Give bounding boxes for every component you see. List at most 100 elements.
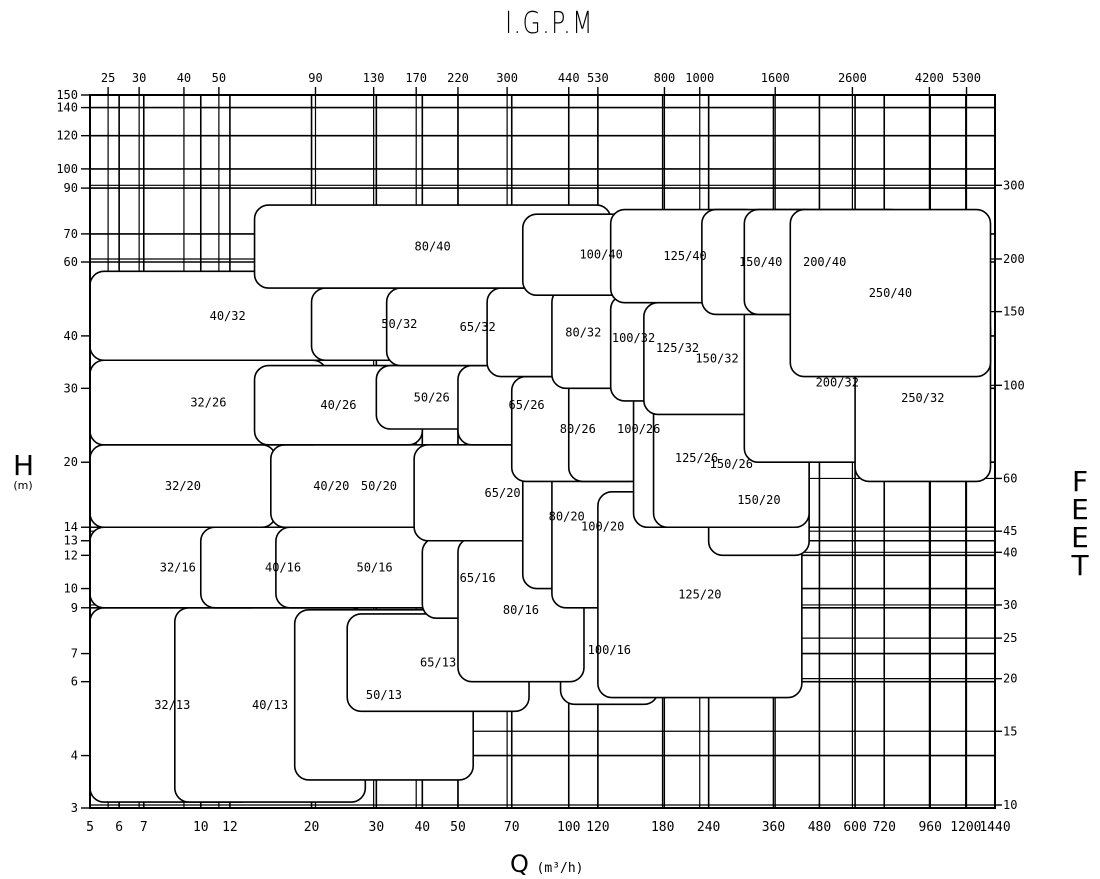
pump-label: 50/20 [361, 479, 397, 493]
pump-label: 150/40 [739, 255, 782, 269]
x-tick-label: 6 [115, 820, 123, 835]
right-tick-label: 40 [1003, 545, 1017, 559]
y-tick-label: 10 [64, 582, 78, 596]
top-tick-label: 5300 [952, 71, 981, 85]
x-tick-label: 5 [86, 820, 94, 835]
pump-label: 150/20 [737, 493, 780, 507]
pump-label: 32/26 [190, 396, 226, 410]
pump-label: 65/26 [509, 398, 545, 412]
pump-label: 100/20 [581, 519, 624, 533]
pump-label: 100/16 [588, 643, 631, 657]
pump-label: 40/13 [252, 698, 288, 712]
right-tick-label: 10 [1003, 798, 1017, 812]
pump-label: 65/32 [460, 320, 496, 334]
right-tick-label: 25 [1003, 631, 1017, 645]
y-tick-label: 14 [64, 520, 78, 534]
pump-label: 40/32 [210, 309, 246, 323]
pump-region [789, 208, 992, 378]
y-tick-label: 40 [64, 329, 78, 343]
y-tick-label: 6 [71, 675, 78, 689]
pump-label: 65/13 [420, 656, 456, 670]
y-tick-label: 90 [64, 181, 78, 195]
top-tick-label: 30 [132, 71, 146, 85]
pump-label: 125/20 [678, 588, 721, 602]
pump-label: 65/20 [485, 486, 521, 500]
pump-label: 50/32 [381, 317, 417, 331]
chart-title: I.G.P.M [505, 6, 595, 41]
plot-frame [89, 94, 996, 809]
pump-label: 50/13 [366, 688, 402, 702]
x-tick-label: 12 [222, 820, 238, 835]
x-tick-label: 360 [762, 820, 785, 835]
y-tick-label: 70 [64, 227, 78, 241]
right-tick-label: 20 [1003, 672, 1017, 686]
pump-label: 100/32 [612, 331, 655, 345]
top-tick-label: 170 [405, 71, 427, 85]
top-tick-label: 800 [654, 71, 676, 85]
y-tick-label: 12 [64, 548, 78, 562]
top-tick-label: 130 [363, 71, 385, 85]
top-tick-label: 220 [447, 71, 469, 85]
right-tick-label: 200 [1003, 252, 1025, 266]
x-tick-label: 240 [697, 820, 720, 835]
pump-label: 150/26 [710, 457, 753, 471]
y-tick-label: 150 [56, 88, 78, 102]
y-tick-label: 30 [64, 381, 78, 395]
right-tick-label: 60 [1003, 471, 1017, 485]
top-tick-label: 50 [212, 71, 226, 85]
y-tick-label: 3 [71, 801, 78, 815]
x-tick-label: 10 [193, 820, 209, 835]
top-tick-label: 440 [558, 71, 580, 85]
x-tick-label: 120 [586, 820, 609, 835]
pump-label: 125/32 [656, 341, 699, 355]
y-tick-label: 7 [71, 647, 78, 661]
right-tick-label: 300 [1003, 178, 1025, 192]
pump-labels: 32/13 40/13 50/13 65/13 100/16 32/16 40/16 50/1… [154, 240, 944, 712]
pump-label: 65/16 [460, 571, 496, 585]
pump-label: 250/40 [869, 286, 912, 300]
pump-label: 125/40 [663, 249, 706, 263]
top-tick-label: 1000 [685, 71, 714, 85]
x-tick-label: 180 [651, 820, 674, 835]
top-tick-label: 40 [177, 71, 191, 85]
pump-label: 50/26 [414, 390, 450, 404]
pump-label: 250/32 [901, 391, 944, 405]
pump-label: 80/16 [503, 603, 539, 617]
x-tick-label: 50 [450, 820, 466, 835]
x-tick-label: 30 [369, 820, 385, 835]
x-tick-label: 20 [304, 820, 320, 835]
pump-label: 40/20 [313, 479, 349, 493]
axis-labels: 5 6 7 10 12 20 30 40 50 70 100 120 180 240 360 480 600 72… [56, 71, 1024, 835]
pump-label: 100/40 [579, 248, 622, 262]
top-tick-label: 25 [101, 71, 115, 85]
x-tick-label: 100 [557, 820, 580, 835]
top-tick-label: 300 [496, 71, 518, 85]
pump-regions [89, 204, 992, 803]
y-axis-label: H [13, 449, 35, 482]
x-axis-unit: (m³/h) [536, 861, 584, 876]
x-tick-label: 600 [843, 820, 866, 835]
y-tick-label: 60 [64, 255, 78, 269]
pump-label: 32/13 [154, 698, 190, 712]
pump-label: 200/32 [816, 375, 859, 389]
pump-label: 125/26 [675, 451, 718, 465]
right-tick-label: 150 [1003, 305, 1025, 319]
top-tick-label: 2600 [838, 71, 867, 85]
x-tick-label: 1200 [950, 820, 981, 835]
right-axis-title: FEET [1071, 465, 1089, 582]
x-tick-label: 7 [140, 820, 148, 835]
pump-label: 50/16 [356, 561, 392, 575]
y-tick-label: 120 [56, 129, 78, 143]
pump-label: 80/20 [549, 510, 585, 524]
x-axis-label: Q [510, 850, 529, 878]
pump-label: 80/40 [415, 240, 451, 254]
y-tick-label: 4 [71, 749, 78, 763]
y-tick-label: 9 [71, 601, 78, 615]
pump-label: 32/20 [165, 479, 201, 493]
x-axis-title: Q (m³/h) [510, 850, 584, 878]
right-tick-label: 45 [1003, 524, 1017, 538]
x-tick-label: 720 [872, 820, 895, 835]
pump-label: 32/16 [160, 561, 196, 575]
x-tick-label: 70 [504, 820, 520, 835]
